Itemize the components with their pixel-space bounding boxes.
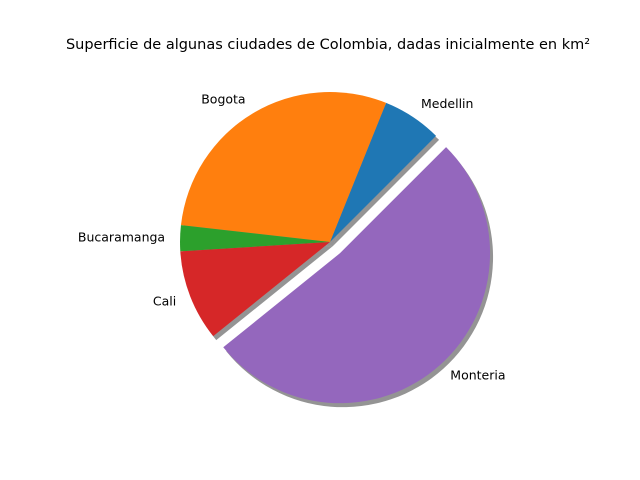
slice-label-cali: Cali <box>153 293 176 308</box>
chart-title: Superficie de algunas ciudades de Colomb… <box>66 37 590 53</box>
pie-slice-cali <box>180 242 330 337</box>
slice-label-bucaramanga: Bucaramanga <box>78 229 165 244</box>
pie-slice-bogota <box>180 91 387 242</box>
slice-label-monteria: Monteria <box>450 367 505 382</box>
pie-slice-medellin <box>330 102 437 242</box>
slice-layer <box>180 91 491 404</box>
label-layer: Medellin Bogota Bucaramanga Cali Monteria <box>78 92 506 383</box>
slice-label-bogota: Bogota <box>201 92 245 107</box>
slice-label-medellin: Medellin <box>421 96 473 111</box>
pie-slice-bucaramanga <box>180 225 330 252</box>
pie-slice-monteria <box>223 147 491 404</box>
